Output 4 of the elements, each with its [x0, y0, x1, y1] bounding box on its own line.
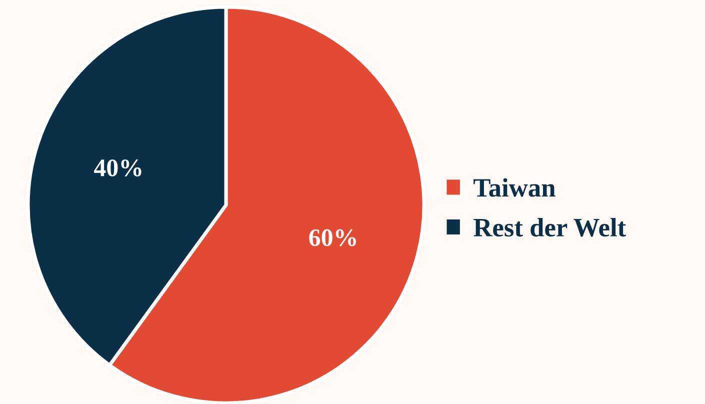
data-label: 60% — [309, 229, 356, 246]
legend-label: Rest der Welt — [474, 218, 626, 237]
data-label: 40% — [94, 160, 142, 176]
legend-label: Taiwan — [474, 178, 556, 197]
